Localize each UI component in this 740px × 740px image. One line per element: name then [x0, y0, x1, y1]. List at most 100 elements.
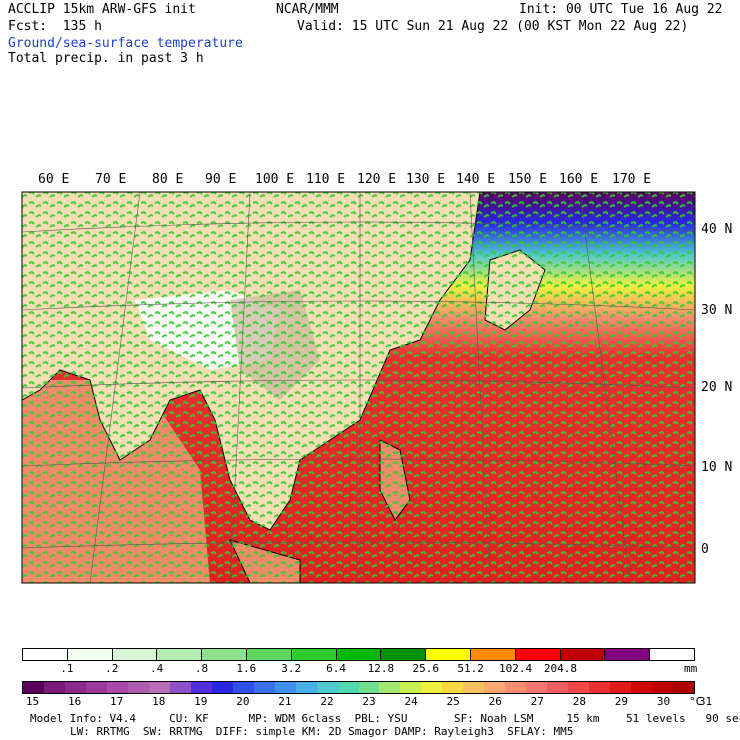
lon-label: 150 E	[508, 172, 548, 187]
temperature-color-swatch	[463, 682, 485, 693]
lat-label: 40 N	[701, 222, 733, 237]
temperature-color-swatch	[547, 682, 569, 693]
lon-label: 70 E	[95, 172, 127, 187]
temperature-color-swatch	[673, 682, 694, 693]
temperature-tick: 30	[656, 695, 671, 708]
temperature-tick: 15	[25, 695, 40, 708]
temperature-tick: 22	[320, 695, 334, 708]
precip-overlay	[22, 192, 695, 583]
temperature-tick: 16	[67, 695, 82, 708]
temperature-tick: 20	[236, 695, 250, 708]
precip-tick: 3.2	[281, 662, 302, 675]
precip-color-swatch	[246, 649, 292, 660]
precip-color-swatch	[605, 649, 651, 660]
temperature-color-swatch	[631, 682, 653, 693]
temperature-color-swatch	[610, 682, 632, 693]
temperature-colorbar	[22, 681, 695, 694]
temperature-color-swatch	[127, 682, 149, 693]
temperature-color-swatch	[400, 682, 422, 693]
lon-label: 120 E	[357, 172, 397, 187]
init-time: Init: 00 UTC Tue 16 Aug 22	[519, 2, 723, 17]
lon-label: 80 E	[152, 172, 184, 187]
precip-tick: 204.8	[543, 662, 577, 675]
center-label: NCAR/MMM	[276, 2, 339, 17]
field-sst-label: Ground/sea-surface temperature	[8, 36, 243, 51]
temperature-color-swatch	[421, 682, 443, 693]
precip-color-swatch	[470, 649, 516, 660]
precip-color-swatch	[515, 649, 561, 660]
temperature-color-swatch	[85, 682, 107, 693]
precip-color-swatch	[112, 649, 158, 660]
precip-tick: .1	[60, 662, 74, 675]
precip-color-swatch	[650, 649, 694, 660]
temperature-tick: 29	[614, 695, 629, 708]
temperature-color-swatch	[358, 682, 380, 693]
model-info-line1: Model Info: V4.4 CU: KF MP: WDM 6class P…	[30, 712, 740, 725]
temperature-color-swatch	[43, 682, 65, 693]
forecast-map	[21, 191, 696, 584]
temperature-tick: 31	[698, 695, 713, 708]
temperature-tick: 26	[488, 695, 502, 708]
precip-color-swatch	[67, 649, 113, 660]
lon-label: 60 E	[38, 172, 70, 187]
precip-tick: 6.4	[326, 662, 346, 675]
lat-label: 30 N	[701, 303, 733, 318]
precip-unit: mm	[684, 662, 698, 675]
temperature-tick: 28	[572, 695, 586, 708]
temperature-color-swatch	[190, 682, 212, 693]
lat-label: 0	[701, 542, 709, 557]
map-frame	[21, 191, 696, 584]
precip-color-swatch	[23, 649, 68, 660]
precip-tick: 51.2	[457, 662, 484, 675]
temperature-tick: 23	[362, 695, 376, 708]
temperature-color-swatch	[253, 682, 275, 693]
precip-color-swatch	[157, 649, 203, 660]
temperature-tick: 21	[278, 695, 292, 708]
temperature-unit: °C	[689, 695, 703, 708]
temperature-color-swatch	[589, 682, 611, 693]
temperature-color-swatch	[652, 682, 674, 693]
temperature-color-swatch	[295, 682, 317, 693]
lon-label: 170 E	[612, 172, 652, 187]
valid-time: Valid: 15 UTC Sun 21 Aug 22 (00 KST Mon …	[297, 19, 689, 34]
forecast-hour: Fcst: 135 h	[8, 19, 102, 34]
precip-color-swatch	[291, 649, 337, 660]
temperature-color-swatch	[442, 682, 464, 693]
model-info-line2: LW: RRTMG SW: RRTMG DIFF: simple KM: 2D …	[70, 725, 574, 738]
temperature-color-swatch	[64, 682, 86, 693]
temperature-color-swatch	[337, 682, 359, 693]
model-title: ACCLIP 15km ARW-GFS init	[8, 2, 196, 17]
precip-color-swatch	[202, 649, 247, 660]
temperature-color-swatch	[169, 682, 191, 693]
lon-label: 100 E	[255, 172, 295, 187]
lat-label: 10 N	[701, 460, 733, 475]
temperature-color-swatch	[274, 682, 296, 693]
map-graticule	[21, 191, 696, 584]
field-precip-label: Total precip. in past 3 h	[8, 51, 204, 66]
temperature-color-swatch	[505, 682, 527, 693]
temperature-color-swatch	[232, 682, 254, 693]
precip-color-swatch	[381, 649, 427, 660]
precip-color-swatch	[426, 649, 471, 660]
lon-label: 130 E	[406, 172, 446, 187]
temperature-color-swatch	[484, 682, 506, 693]
precip-color-swatch	[560, 649, 606, 660]
temperature-color-swatch	[568, 682, 590, 693]
precip-tick: 25.6	[412, 662, 440, 675]
lon-label: 90 E	[205, 172, 237, 187]
temperature-tick: 19	[194, 695, 208, 708]
temperature-tick: 18	[152, 695, 166, 708]
precip-tick: 102.4	[498, 662, 533, 675]
temperature-color-swatch	[211, 682, 233, 693]
temperature-color-swatch	[379, 682, 401, 693]
temperature-color-swatch	[106, 682, 128, 693]
temperature-color-swatch	[23, 682, 44, 693]
temperature-tick: 27	[530, 695, 544, 708]
temperature-tick: 24	[404, 695, 418, 708]
precip-tick: .4	[149, 662, 164, 675]
temperature-tick: 25	[446, 695, 460, 708]
temperature-tick: 17	[110, 695, 124, 708]
precip-tick: 12.8	[367, 662, 395, 675]
temperature-color-swatch	[148, 682, 170, 693]
precip-colorbar	[22, 648, 695, 661]
